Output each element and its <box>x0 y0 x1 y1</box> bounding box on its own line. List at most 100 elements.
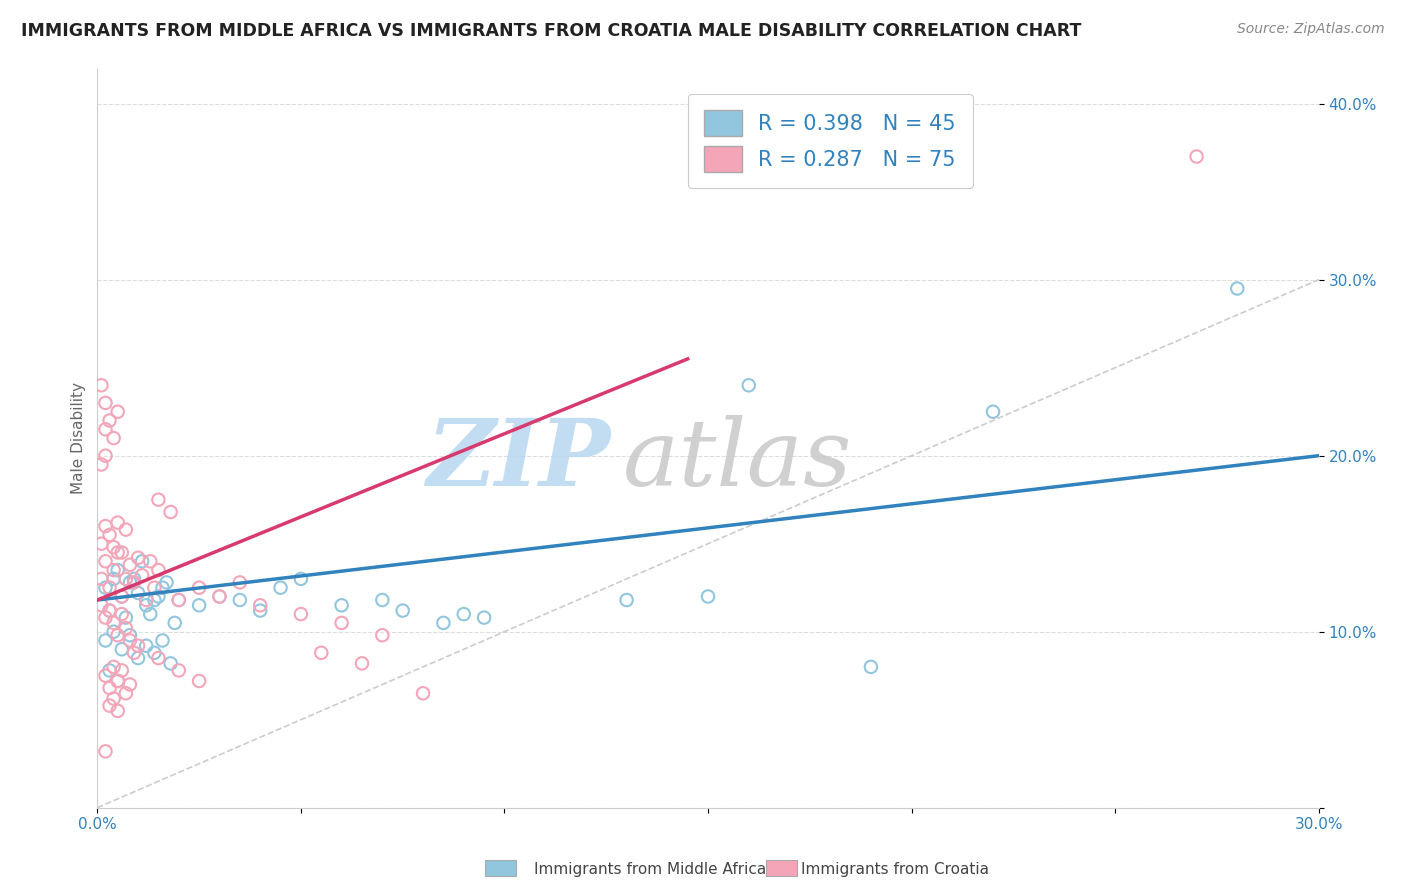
Point <box>167 593 190 607</box>
Point <box>90 537 112 551</box>
Point <box>616 593 638 607</box>
Point <box>148 563 170 577</box>
Point <box>111 590 134 604</box>
Point <box>122 575 145 590</box>
Point <box>148 590 170 604</box>
Point <box>1185 149 1208 163</box>
Point <box>118 575 141 590</box>
Point <box>94 610 117 624</box>
Point <box>107 673 129 688</box>
Point <box>94 581 117 595</box>
Point <box>309 646 332 660</box>
Point <box>127 586 149 600</box>
Point <box>472 610 495 624</box>
Point <box>103 615 125 630</box>
Point <box>111 590 134 604</box>
Point <box>98 603 121 617</box>
Point <box>94 554 117 568</box>
Point <box>98 664 121 678</box>
Point <box>159 657 181 671</box>
Point <box>90 458 112 472</box>
Point <box>103 660 125 674</box>
Point <box>139 607 162 621</box>
Point <box>115 686 138 700</box>
Point <box>94 744 117 758</box>
Point <box>208 590 231 604</box>
Point <box>249 603 271 617</box>
Point <box>103 691 125 706</box>
Point <box>118 633 141 648</box>
Point <box>90 378 112 392</box>
Point <box>118 628 141 642</box>
Point <box>229 575 252 590</box>
Point <box>350 657 373 671</box>
Point <box>103 540 125 554</box>
Point <box>122 646 145 660</box>
Text: atlas: atlas <box>623 416 852 505</box>
Text: Immigrants from Croatia: Immigrants from Croatia <box>801 863 990 877</box>
Point <box>115 523 138 537</box>
Point <box>143 593 166 607</box>
Point <box>208 590 231 604</box>
Text: Source: ZipAtlas.com: Source: ZipAtlas.com <box>1237 22 1385 37</box>
Point <box>249 599 271 613</box>
Point <box>738 378 761 392</box>
Point <box>94 396 117 410</box>
Point <box>131 568 153 582</box>
Point <box>432 615 454 630</box>
Legend: R = 0.398   N = 45, R = 0.287   N = 75: R = 0.398 N = 45, R = 0.287 N = 75 <box>688 94 973 188</box>
Point <box>94 519 117 533</box>
Point <box>135 593 157 607</box>
Point <box>111 545 134 559</box>
Point <box>98 581 121 595</box>
Point <box>107 673 129 688</box>
Point <box>229 593 252 607</box>
Point <box>981 405 1004 419</box>
Point <box>188 673 211 688</box>
Point <box>143 646 166 660</box>
Point <box>107 545 129 559</box>
Text: IMMIGRANTS FROM MIDDLE AFRICA VS IMMIGRANTS FROM CROATIA MALE DISABILITY CORRELA: IMMIGRANTS FROM MIDDLE AFRICA VS IMMIGRA… <box>21 22 1081 40</box>
Point <box>94 422 117 436</box>
Point <box>167 664 190 678</box>
Point <box>107 516 129 530</box>
Point <box>270 581 292 595</box>
Point <box>107 704 129 718</box>
Point <box>697 590 720 604</box>
Point <box>371 593 394 607</box>
Point <box>94 633 117 648</box>
Text: ZIP: ZIP <box>426 416 610 505</box>
Point <box>155 575 177 590</box>
Point <box>122 572 145 586</box>
Point <box>152 633 174 648</box>
Point <box>94 449 117 463</box>
Point <box>103 431 125 445</box>
Point <box>148 651 170 665</box>
Point <box>131 554 153 568</box>
Point <box>1226 281 1249 295</box>
Point <box>98 603 121 617</box>
Point <box>115 621 138 635</box>
Point <box>290 572 312 586</box>
Point <box>98 698 121 713</box>
Point <box>330 599 353 613</box>
Y-axis label: Male Disability: Male Disability <box>72 382 86 494</box>
Point <box>148 492 170 507</box>
Text: Immigrants from Middle Africa: Immigrants from Middle Africa <box>534 863 766 877</box>
Point <box>135 639 157 653</box>
Point <box>98 528 121 542</box>
Point <box>188 599 211 613</box>
Point <box>127 651 149 665</box>
Point <box>330 615 353 630</box>
Point <box>118 558 141 572</box>
Point <box>103 572 125 586</box>
Point <box>118 677 141 691</box>
Point <box>107 405 129 419</box>
Point <box>111 664 134 678</box>
Point <box>859 660 882 674</box>
Point <box>103 563 125 577</box>
Point <box>94 668 117 682</box>
Point <box>159 505 181 519</box>
Point <box>152 581 174 595</box>
Point <box>98 413 121 427</box>
